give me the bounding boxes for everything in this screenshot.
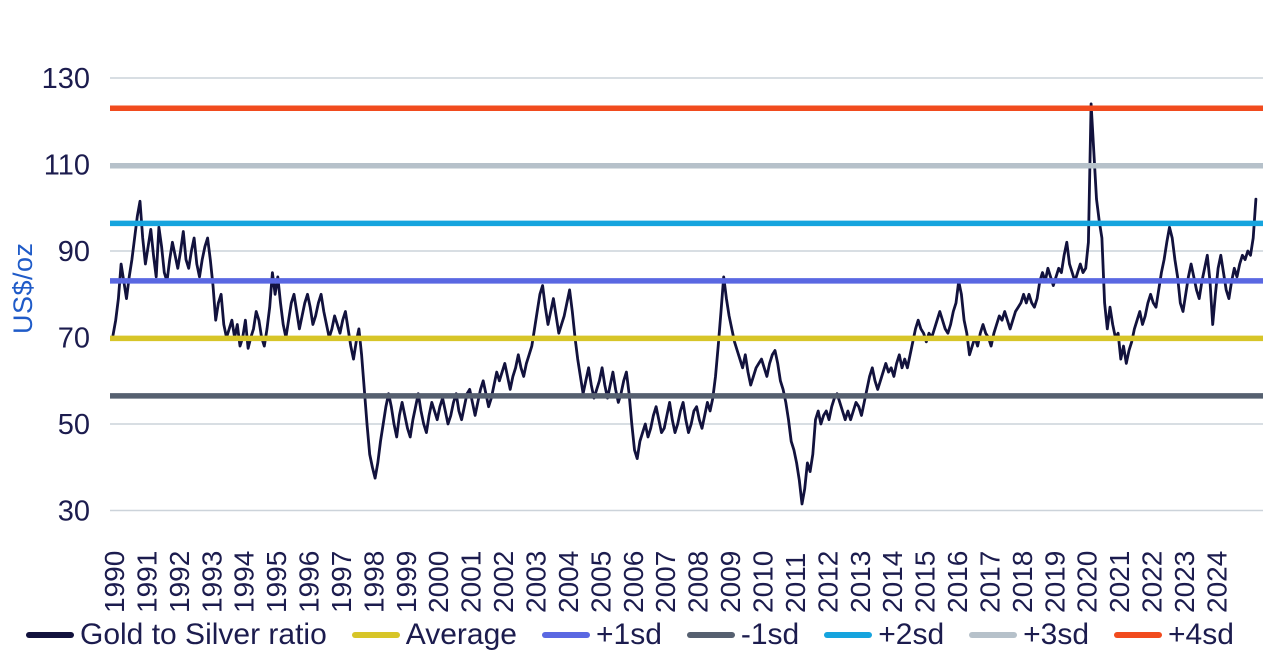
x-tick-label-1997: 1997 xyxy=(326,551,357,613)
legend-swatch-average xyxy=(351,632,400,638)
x-tick-label-1995: 1995 xyxy=(261,551,292,613)
y-tick-label-30: 30 xyxy=(58,496,90,528)
legend-swatch-plus3sd xyxy=(969,632,1018,638)
x-tick-label-2024: 2024 xyxy=(1201,551,1232,613)
y-tick-label-110: 110 xyxy=(44,150,90,182)
x-tick-label-2022: 2022 xyxy=(1137,551,1168,613)
legend-swatch-plus4sd xyxy=(1114,632,1163,638)
x-tick-label-2017: 2017 xyxy=(974,551,1005,613)
x-tick-label-2020: 2020 xyxy=(1072,551,1103,613)
x-tick-label-1993: 1993 xyxy=(196,551,227,613)
x-tick-label-1994: 1994 xyxy=(229,551,260,613)
legend-label-plus4sd: +4sd xyxy=(1168,618,1234,651)
x-tick-label-2012: 2012 xyxy=(812,551,843,613)
x-tick-label-2008: 2008 xyxy=(683,551,714,613)
legend-label-minus1sd: -1sd xyxy=(740,618,800,651)
x-tick-label-2018: 2018 xyxy=(1007,551,1038,613)
x-tick-label-2011: 2011 xyxy=(780,553,811,613)
x-tick-label-2019: 2019 xyxy=(1039,551,1070,613)
y-tick-label-50: 50 xyxy=(58,409,90,441)
legend-label-gold-to-silver-ratio: Gold to Silver ratio xyxy=(80,618,327,651)
y-tick-label-130: 130 xyxy=(42,63,90,95)
legend-label-plus2sd: +2sd xyxy=(878,618,945,651)
legend-item-minus1sd: -1sd xyxy=(686,618,800,652)
x-tick-label-2005: 2005 xyxy=(585,551,616,613)
x-tick-label-1990: 1990 xyxy=(99,551,130,613)
x-tick-label-2000: 2000 xyxy=(423,551,454,613)
x-tick-label-2007: 2007 xyxy=(650,551,681,613)
x-tick-label-2002: 2002 xyxy=(488,551,519,613)
y-tick-label-70: 70 xyxy=(58,323,90,355)
x-tick-label-2016: 2016 xyxy=(942,551,973,613)
x-tick-label-2009: 2009 xyxy=(715,551,746,613)
x-tick-label-1991: 1991 xyxy=(131,551,162,613)
series-line-gold-to-silver-ratio xyxy=(111,102,1258,506)
legend-item-average: Average xyxy=(351,618,517,652)
legend-label-average: Average xyxy=(405,618,517,651)
legend-item-plus3sd: +3sd xyxy=(969,618,1089,652)
x-tick-label-2003: 2003 xyxy=(521,551,552,613)
x-tick-label-1992: 1992 xyxy=(164,551,195,613)
legend-item-gold-to-silver-ratio: Gold to Silver ratio xyxy=(26,618,327,652)
legend-label-plus3sd: +3sd xyxy=(1023,618,1090,651)
x-tick-label-1996: 1996 xyxy=(294,551,325,613)
x-tick-label-2015: 2015 xyxy=(910,551,941,613)
legend-item-plus4sd: +4sd xyxy=(1114,618,1234,652)
legend: Gold to Silver ratio Average +1sd -1sd +2sd +… xyxy=(26,612,1278,658)
x-tick-label-2006: 2006 xyxy=(618,551,649,613)
y-tick-label-90: 90 xyxy=(58,236,90,268)
x-tick-label-2021: 2021 xyxy=(1104,551,1135,613)
x-tick-label-2023: 2023 xyxy=(1169,551,1200,613)
legend-item-plus1sd: +1sd xyxy=(541,618,662,652)
x-tick-label-1999: 1999 xyxy=(391,551,422,613)
legend-swatch-gold-to-silver-ratio xyxy=(26,632,74,638)
legend-swatch-minus1sd xyxy=(686,632,735,638)
legend-swatch-plus2sd xyxy=(824,632,873,638)
legend-label-plus1sd: +1sd xyxy=(595,618,662,651)
x-tick-label-2010: 2010 xyxy=(747,551,778,613)
x-tick-label-2014: 2014 xyxy=(877,551,908,613)
legend-swatch-plus1sd xyxy=(541,632,590,638)
x-tick-label-2004: 2004 xyxy=(553,551,584,613)
x-tick-label-2001: 2001 xyxy=(456,551,487,613)
y-axis-title: US$/oz xyxy=(8,242,38,334)
x-tick-label-2013: 2013 xyxy=(845,551,876,613)
x-tick-label-1998: 1998 xyxy=(358,551,389,613)
legend-item-plus2sd: +2sd xyxy=(824,618,944,652)
